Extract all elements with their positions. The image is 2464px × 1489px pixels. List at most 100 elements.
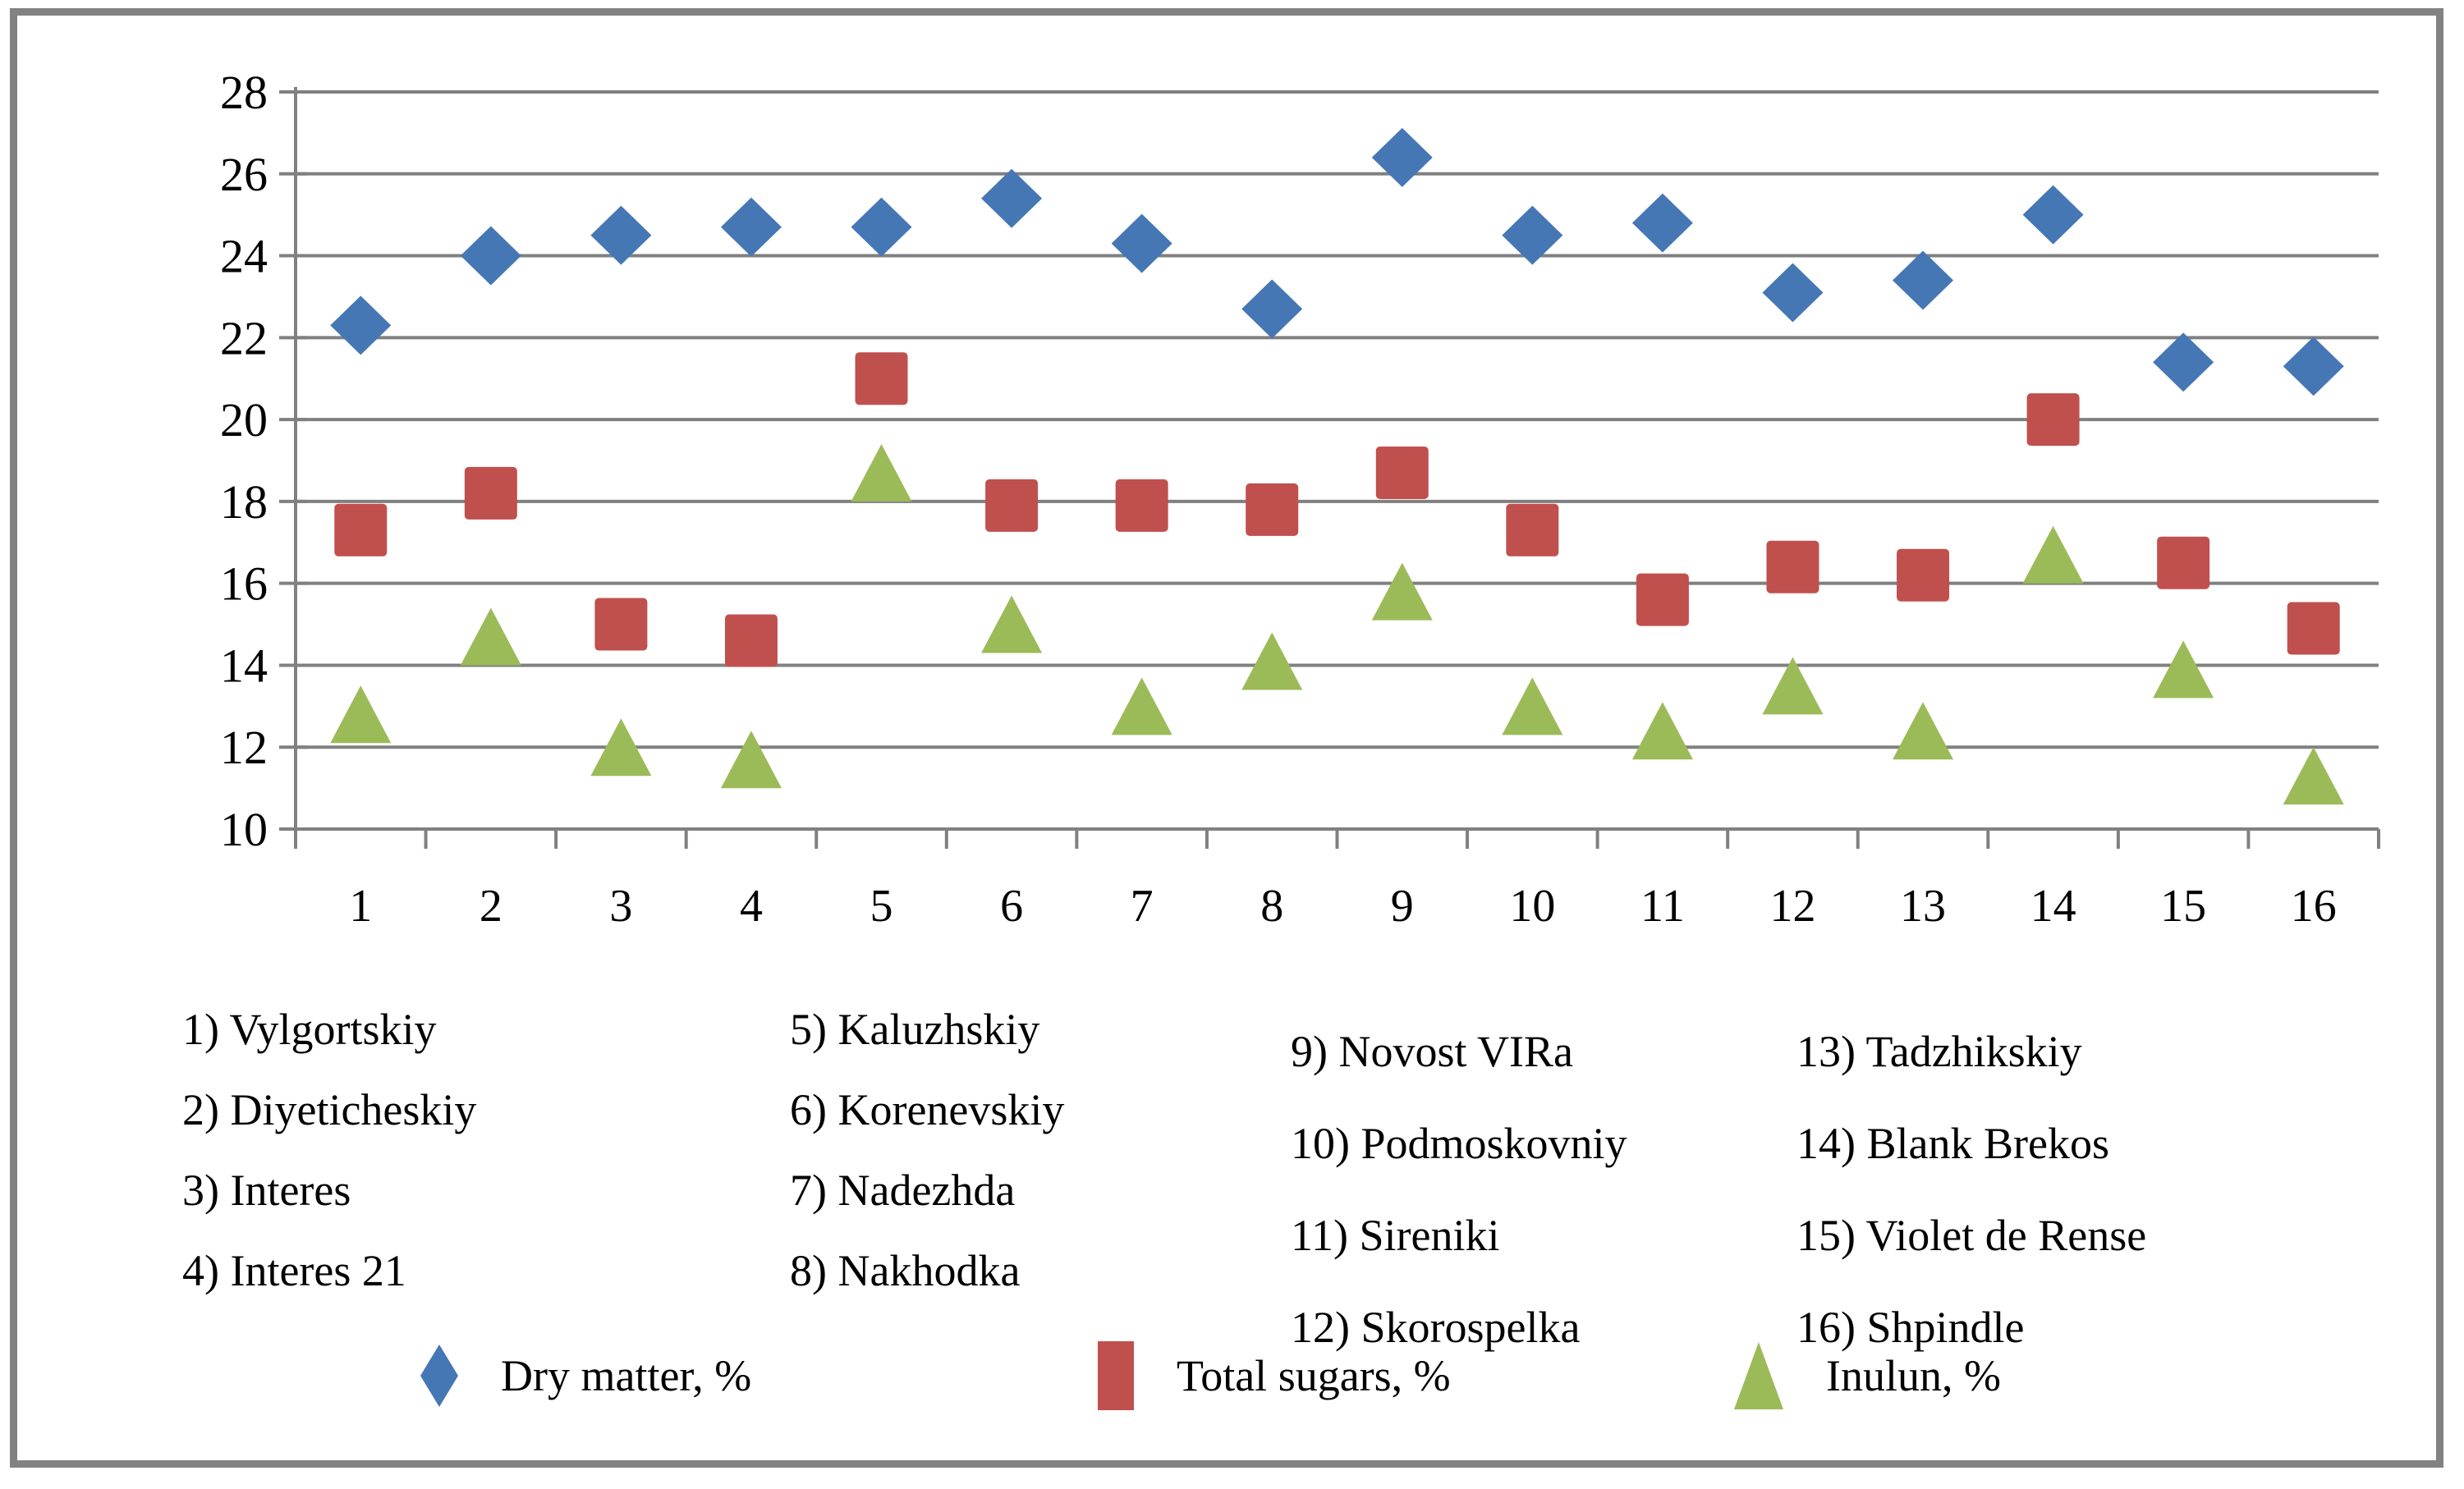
legend-item-dry-matter: Dry matter, %: [420, 1338, 751, 1413]
point-inulun-9: [1371, 562, 1433, 621]
inulun-triangle-icon: [1734, 1342, 1783, 1409]
x-tick-label-13: 13: [1900, 881, 1946, 932]
variety-item: 14) Blank Brekos: [1796, 1119, 2109, 1168]
point-inulun-15: [2153, 640, 2214, 699]
y-tick-label-14: 14: [220, 639, 268, 692]
x-tick-label-2: 2: [479, 881, 502, 932]
x-tick-label-14: 14: [2030, 881, 2076, 932]
legend-label-total-sugars: Total sugars, %: [1177, 1351, 1451, 1400]
variety-list-column-1: 1) Vylgortskiy 2) Diyeticheskiy 3) Interes…: [182, 989, 476, 1311]
point-inulun-4: [720, 731, 782, 789]
variety-item: 8) Nakhodka: [790, 1246, 1021, 1295]
point-inulun-6: [981, 595, 1043, 653]
point-total-sugars-8: [1246, 483, 1299, 536]
point-inulun-11: [1631, 702, 1693, 760]
point-total-sugars-6: [985, 479, 1039, 532]
y-tick-label-12: 12: [220, 721, 268, 774]
point-inulun-7: [1111, 677, 1172, 735]
x-tick-label-5: 5: [870, 881, 893, 932]
point-total-sugars-14: [2026, 393, 2080, 447]
total-sugars-square-icon: [1098, 1341, 1134, 1410]
point-inulun-12: [1762, 657, 1824, 715]
point-inulun-13: [1893, 702, 1954, 760]
variety-item: 3) Interes: [182, 1166, 351, 1215]
variety-item: 11) Sireniki: [1291, 1211, 1500, 1260]
point-total-sugars-5: [855, 352, 908, 405]
y-tick-label-20: 20: [220, 393, 268, 447]
point-dry-matter-9: [1371, 127, 1433, 187]
y-tick-label-24: 24: [220, 230, 268, 283]
y-tick-label-10: 10: [220, 803, 268, 856]
x-tick-label-1: 1: [349, 881, 372, 932]
point-total-sugars-2: [464, 466, 517, 520]
point-inulun-14: [2022, 525, 2084, 584]
legend-item-total-sugars: Total sugars, %: [1098, 1338, 1451, 1413]
variety-list-column-3: 9) Novost VIRa 10) Podmoskovniy 11) Sireni…: [1291, 1006, 1627, 1373]
x-tick-label-8: 8: [1260, 881, 1283, 932]
variety-item: 9) Novost VIRa: [1291, 1027, 1573, 1076]
point-dry-matter-16: [2283, 337, 2344, 396]
dry-matter-diamond-icon: [420, 1345, 458, 1407]
point-dry-matter-4: [720, 197, 782, 257]
x-tick-label-11: 11: [1640, 881, 1685, 932]
point-inulun-2: [460, 607, 521, 666]
point-total-sugars-15: [2157, 536, 2210, 589]
y-tick-label-26: 26: [220, 148, 268, 201]
variety-item: 12) Skorospelka: [1291, 1303, 1581, 1352]
x-tick-label-6: 6: [1000, 881, 1023, 932]
variety-item: 13) Tadzhikskiy: [1796, 1027, 2082, 1076]
x-tick-label-15: 15: [2160, 881, 2206, 932]
point-dry-matter-8: [1241, 279, 1303, 339]
point-total-sugars-11: [1636, 573, 1689, 626]
y-tick-label-28: 28: [220, 66, 268, 119]
point-total-sugars-7: [1115, 479, 1168, 532]
point-dry-matter-2: [460, 226, 521, 286]
point-dry-matter-10: [1502, 205, 1563, 265]
y-tick-label-22: 22: [220, 311, 268, 364]
point-inulun-5: [851, 443, 912, 502]
point-total-sugars-12: [1766, 540, 1819, 593]
point-total-sugars-3: [594, 598, 648, 651]
legend-label-inulun: Inulun, %: [1826, 1351, 2001, 1400]
point-dry-matter-15: [2153, 332, 2214, 392]
variety-item: 5) Kaluzhskiy: [790, 1005, 1040, 1054]
y-tick-label-16: 16: [220, 557, 268, 611]
point-total-sugars-16: [2287, 602, 2340, 655]
point-total-sugars-13: [1897, 548, 1950, 602]
variety-item: 16) Shpindle: [1796, 1303, 2025, 1352]
point-inulun-10: [1502, 677, 1563, 735]
legend-label-dry-matter: Dry matter, %: [501, 1351, 752, 1400]
x-tick-label-4: 4: [740, 881, 763, 932]
variety-list-column-4: 13) Tadzhikskiy 14) Blank Brekos 15) Viole…: [1796, 1006, 2146, 1373]
point-dry-matter-7: [1111, 213, 1172, 273]
point-inulun-1: [330, 685, 392, 744]
variety-item: 10) Podmoskovniy: [1291, 1119, 1627, 1168]
point-total-sugars-10: [1506, 503, 1559, 557]
x-tick-label-16: 16: [2291, 881, 2337, 932]
point-inulun-8: [1241, 632, 1303, 690]
x-tick-label-7: 7: [1131, 881, 1154, 932]
point-dry-matter-5: [851, 197, 912, 257]
variety-item: 4) Interes 21: [182, 1246, 406, 1295]
x-tick-label-12: 12: [1769, 881, 1815, 932]
point-total-sugars-9: [1375, 446, 1429, 499]
y-tick-label-18: 18: [220, 475, 268, 529]
variety-item: 7) Nadezhda: [790, 1166, 1016, 1215]
variety-item: 1) Vylgortskiy: [182, 1005, 437, 1054]
point-dry-matter-6: [981, 168, 1043, 228]
point-inulun-3: [590, 718, 652, 777]
point-inulun-16: [2283, 747, 2344, 805]
x-tick-label-10: 10: [1509, 881, 1555, 932]
variety-item: 6) Korenevskiy: [790, 1085, 1065, 1134]
legend-item-inulun: Inulun, %: [1734, 1338, 2001, 1413]
point-dry-matter-14: [2022, 185, 2084, 245]
variety-item: 15) Violet de Rense: [1796, 1211, 2147, 1260]
point-dry-matter-12: [1762, 263, 1824, 323]
point-total-sugars-1: [334, 503, 388, 557]
point-dry-matter-1: [330, 296, 392, 355]
variety-list-column-2: 5) Kaluzhskiy 6) Korenevskiy 7) Nadezhda 8)…: [790, 989, 1064, 1311]
point-total-sugars-4: [724, 614, 778, 667]
x-tick-label-3: 3: [609, 881, 632, 932]
